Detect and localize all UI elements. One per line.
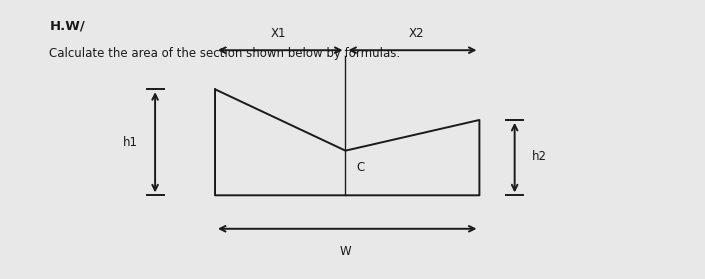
Text: X2: X2	[408, 27, 424, 40]
Text: X1: X1	[271, 27, 286, 40]
Text: W: W	[340, 245, 351, 258]
Text: C: C	[356, 161, 364, 174]
Text: h2: h2	[532, 150, 547, 163]
Text: h1: h1	[123, 136, 137, 149]
Text: H.W/: H.W/	[49, 20, 85, 33]
Text: Calculate the area of the section shown below by formulas.: Calculate the area of the section shown …	[49, 47, 400, 61]
